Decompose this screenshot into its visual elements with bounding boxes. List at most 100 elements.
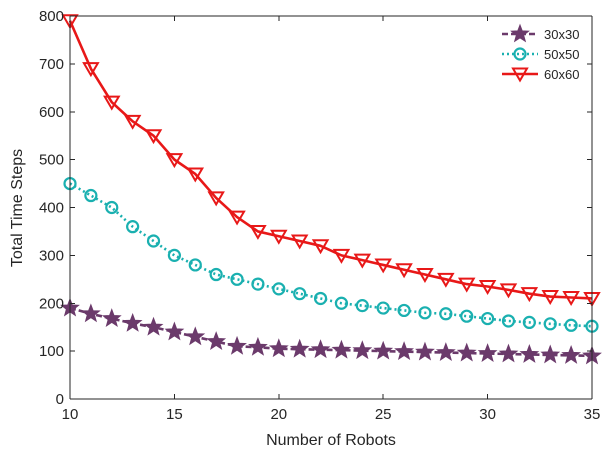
y-tick-label: 800 [39,8,64,25]
data-point-30x30 [206,331,227,350]
series-60x60 [61,14,601,307]
data-point-50x50 [481,311,495,326]
data-point-50x50 [188,258,202,272]
data-point-50x50 [355,299,369,313]
y-axis-label: Total Time Steps [9,149,26,267]
x-tick-label: 20 [270,406,287,423]
data-point-60x60 [478,279,497,295]
y-tick-label: 700 [39,56,64,73]
data-point-30x30 [185,326,206,346]
data-point-30x30 [498,343,519,363]
data-point-50x50 [272,282,286,296]
ticks: 10 15 20 25 30 35 0 100 200 300 400 500 600 700 800 [39,8,600,423]
legend: 30x30 50x50 60x60 [502,23,579,83]
data-point-50x50 [209,267,223,282]
data-point-60x60 [562,291,580,306]
legend-label-30x30: 30x30 [544,27,579,42]
y-tick-label: 300 [39,247,64,264]
data-point-60x60 [457,277,476,293]
data-point-30x30 [101,308,122,327]
data-point-60x60 [207,191,225,207]
x-tick-label: 10 [62,406,79,423]
data-point-60x60 [123,114,142,130]
data-point-50x50 [126,220,140,234]
data-point-30x30 [415,341,435,361]
data-point-60x60 [144,129,163,145]
data-point-60x60 [311,239,330,255]
series-30x30 [60,297,602,365]
data-point-50x50 [293,287,307,301]
y-tick-label: 200 [39,295,64,312]
series-line-50x50 [69,182,593,328]
data-point-50x50 [564,318,578,332]
data-point-50x50 [167,248,181,262]
data-point-30x30 [435,342,456,361]
data-point-60x60 [249,224,267,240]
data-point-60x60 [290,234,309,250]
x-tick-label: 30 [479,406,496,423]
data-point-50x50 [501,314,516,328]
data-point-50x50 [251,277,265,291]
data-point-50x50 [313,291,328,306]
data-point-60x60 [270,229,288,245]
data-point-30x30 [373,340,394,360]
legend-marker-50x50 [513,47,527,61]
data-point-50x50 [543,317,557,331]
data-point-50x50 [522,315,536,329]
legend-marker-60x60 [511,67,529,83]
data-point-60x60 [332,248,351,264]
data-point-60x60 [103,95,121,111]
data-point-30x30 [540,344,561,364]
data-point-50x50 [397,303,411,318]
data-point-60x60 [416,268,434,284]
data-point-30x30 [80,303,101,323]
data-point-50x50 [460,309,474,323]
data-point-30x30 [561,345,582,364]
data-point-50x50 [230,272,244,286]
series-line-30x30 [69,306,593,358]
data-point-60x60 [82,62,100,78]
legend-marker-30x30 [510,23,530,43]
x-tick-label: 25 [375,406,392,423]
data-point-60x60 [228,210,246,226]
data-point-60x60 [395,263,413,279]
legend-label-50x50: 50x50 [544,47,579,62]
data-point-50x50 [439,307,453,321]
legend-label-60x60: 60x60 [544,67,579,82]
data-point-30x30 [331,339,352,359]
x-tick-label: 35 [584,406,601,423]
data-point-30x30 [394,341,414,361]
data-point-30x30 [456,342,477,362]
y-tick-label: 400 [39,200,64,217]
data-point-60x60 [374,258,392,274]
data-point-30x30 [164,321,185,341]
data-point-60x60 [186,167,205,183]
data-point-50x50 [146,234,161,248]
data-point-50x50 [105,200,119,215]
data-point-50x50 [418,306,432,320]
x-tick-label: 15 [166,406,183,423]
data-point-30x30 [310,339,331,359]
data-point-30x30 [289,338,310,358]
data-point-30x30 [477,343,498,362]
y-tick-label: 600 [39,104,64,121]
plot-area [70,16,592,399]
y-tick-label: 0 [56,391,64,408]
data-point-60x60 [61,14,79,30]
data-point-30x30 [519,344,540,363]
data-point-50x50 [334,296,349,310]
data-point-60x60 [165,153,184,169]
series-50x50 [63,176,599,333]
data-point-50x50 [376,301,390,315]
data-point-50x50 [84,188,98,203]
data-point-30x30 [248,336,268,356]
data-point-60x60 [437,272,455,288]
y-tick-label: 500 [39,152,64,169]
data-point-60x60 [499,283,518,299]
plot-background [70,16,592,399]
y-tick-label: 100 [39,343,64,360]
data-point-30x30 [122,312,143,332]
x-axis-label: Number of Robots [266,432,396,449]
data-point-60x60 [353,253,372,269]
